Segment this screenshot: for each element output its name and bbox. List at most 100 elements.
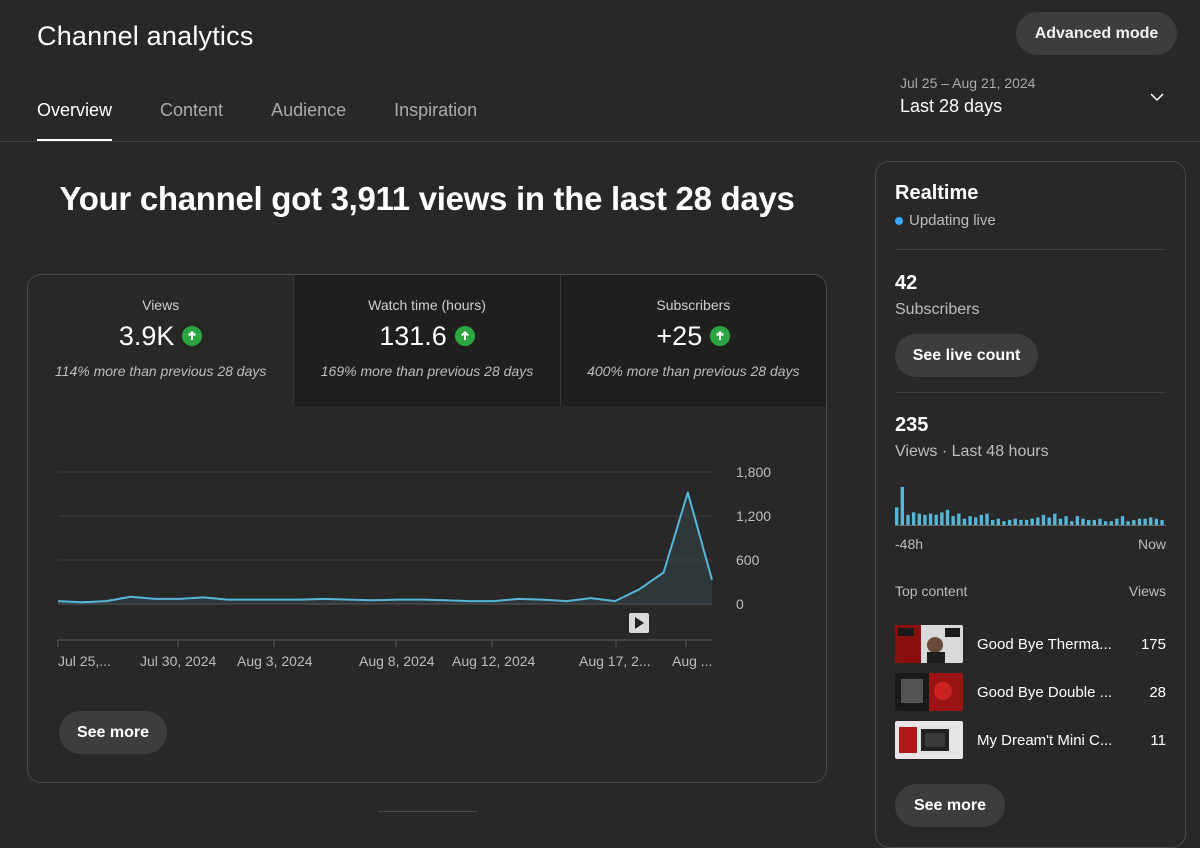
chevron-down-icon[interactable] [1149,89,1165,105]
realtime-bar [900,487,905,525]
realtime-bar [990,519,995,525]
top-content-row[interactable]: My Dream't Mini C... 11 [895,720,1166,760]
realtime-bar [1098,518,1102,525]
realtime-bar [1047,517,1051,525]
x-tick-label: Aug 8, 2024 [359,653,435,669]
video-title: Good Bye Therma... [977,635,1112,653]
series-line [57,491,713,604]
realtime-bar [1070,521,1074,525]
video-title: Good Bye Double ... [977,683,1113,701]
x-tick-label: Jul 30, 2024 [140,653,216,669]
top-content-header: Top content [895,583,968,599]
realtime-bar [957,513,961,525]
realtime-bar [1086,519,1091,525]
divider [895,249,1166,250]
realtime-bar [1092,519,1096,525]
video-thumbnail [895,673,963,711]
see-more-button[interactable]: See more [59,711,167,754]
y-tick-label: 1,200 [736,508,771,524]
realtime-bar [1109,521,1113,525]
overview-card: Views 3.9K 114% more than previous 28 da… [27,274,827,783]
headline: Your channel got 3,911 views in the last… [59,180,795,217]
realtime-bar [1041,514,1046,525]
realtime-bar [1160,519,1164,525]
advanced-mode-button[interactable]: Advanced mode [1016,12,1177,55]
realtime-views-count: 235 [895,414,929,436]
play-marker-icon[interactable] [629,613,649,633]
metric-value: 3.9K [118,320,175,351]
realtime-bar [1002,521,1006,525]
video-thumbnail [895,721,963,759]
realtime-bar [945,509,950,525]
realtime-bar [974,517,978,525]
realtime-bar [928,513,933,525]
views-chart: 0 600 1,200 1,800 Jul 25,... Jul 30, 2024 Aug … [57,464,771,669]
video-title: My Dream't Mini C... [977,731,1113,749]
y-tick-label: 0 [736,596,744,612]
views-column-header: Views [1128,583,1166,599]
top-content-row[interactable]: Good Bye Therma... 175 [895,624,1166,664]
realtime-see-more-button[interactable]: See more [895,784,1005,827]
realtime-views-label: Views · Last 48 hours [895,443,1049,460]
realtime-card: Realtime Updating live 42 Subscribers Se… [875,161,1186,848]
live-status: Updating live [895,212,996,229]
metric-subscribers[interactable]: Subscribers +25 400% more than previous … [559,275,826,406]
realtime-bar [906,514,910,525]
video-views: 11 [1150,731,1166,749]
video-views: 28 [1149,683,1166,701]
metric-note: 400% more than previous 28 days [587,363,800,379]
realtime-bar [1149,517,1153,525]
see-live-count-button[interactable]: See live count [895,334,1038,377]
metric-note: 169% more than previous 28 days [320,363,534,379]
x-tick-label: Aug 3, 2024 [237,653,313,669]
metric-views[interactable]: Views 3.9K 114% more than previous 28 da… [28,275,294,406]
live-status-text: Updating live [909,212,996,229]
realtime-bar [1053,513,1057,525]
metric-note: 114% more than previous 28 days [54,363,267,379]
live-dot-icon [895,216,903,225]
top-content-row[interactable]: Good Bye Double ... 28 [895,672,1166,712]
arrow-up-icon [710,326,731,346]
y-tick-label: 600 [736,552,760,568]
realtime-bar [1103,521,1108,525]
tab-inspiration[interactable]: Inspiration [394,100,478,120]
metric-label: Subscribers [656,297,731,313]
tab-content[interactable]: Content [160,100,224,120]
page-title: Channel analytics [37,21,254,51]
x-tick-label: Aug ... [672,653,712,669]
realtime-bar [1019,519,1023,525]
x-tick-label: Aug 12, 2024 [452,653,536,669]
metric-label: Watch time (hours) [368,297,486,313]
y-tick-label: 1,800 [736,464,771,480]
arrow-up-icon [454,326,475,346]
realtime-bar [1137,518,1142,525]
x-tick-label: Aug 17, 2... [579,653,651,669]
realtime-bar [951,516,955,525]
realtime-bar [940,512,944,525]
realtime-bar [1064,516,1068,525]
metric-label: Views [142,297,180,313]
realtime-bar [1007,519,1012,525]
axis-start-label: -48h [895,536,924,552]
realtime-bar [923,514,927,525]
metric-tabs: Views 3.9K 114% more than previous 28 da… [28,275,826,406]
realtime-bar [979,514,984,525]
tab-overview[interactable]: Overview [37,100,113,141]
tab-bar: Overview Content Audience Inspiration [37,100,525,141]
subscriber-count: 42 [895,272,918,294]
realtime-bar [1126,521,1130,525]
metric-watch-time[interactable]: Watch time (hours) 131.6 169% more than … [293,275,560,406]
realtime-bar [895,507,899,525]
realtime-bar [1143,518,1147,525]
realtime-bar [934,514,938,525]
header-divider [0,141,1200,142]
realtime-bar [1132,519,1136,525]
date-range-picker[interactable]: Jul 25 – Aug 21, 2024 Last 28 days [900,75,1035,117]
scroll-indicator [378,811,477,812]
arrow-up-icon [182,326,203,346]
realtime-bar [1154,518,1159,525]
realtime-bar [968,516,972,525]
tab-audience[interactable]: Audience [271,100,347,120]
realtime-bar [985,513,989,525]
realtime-bar [1030,518,1034,525]
